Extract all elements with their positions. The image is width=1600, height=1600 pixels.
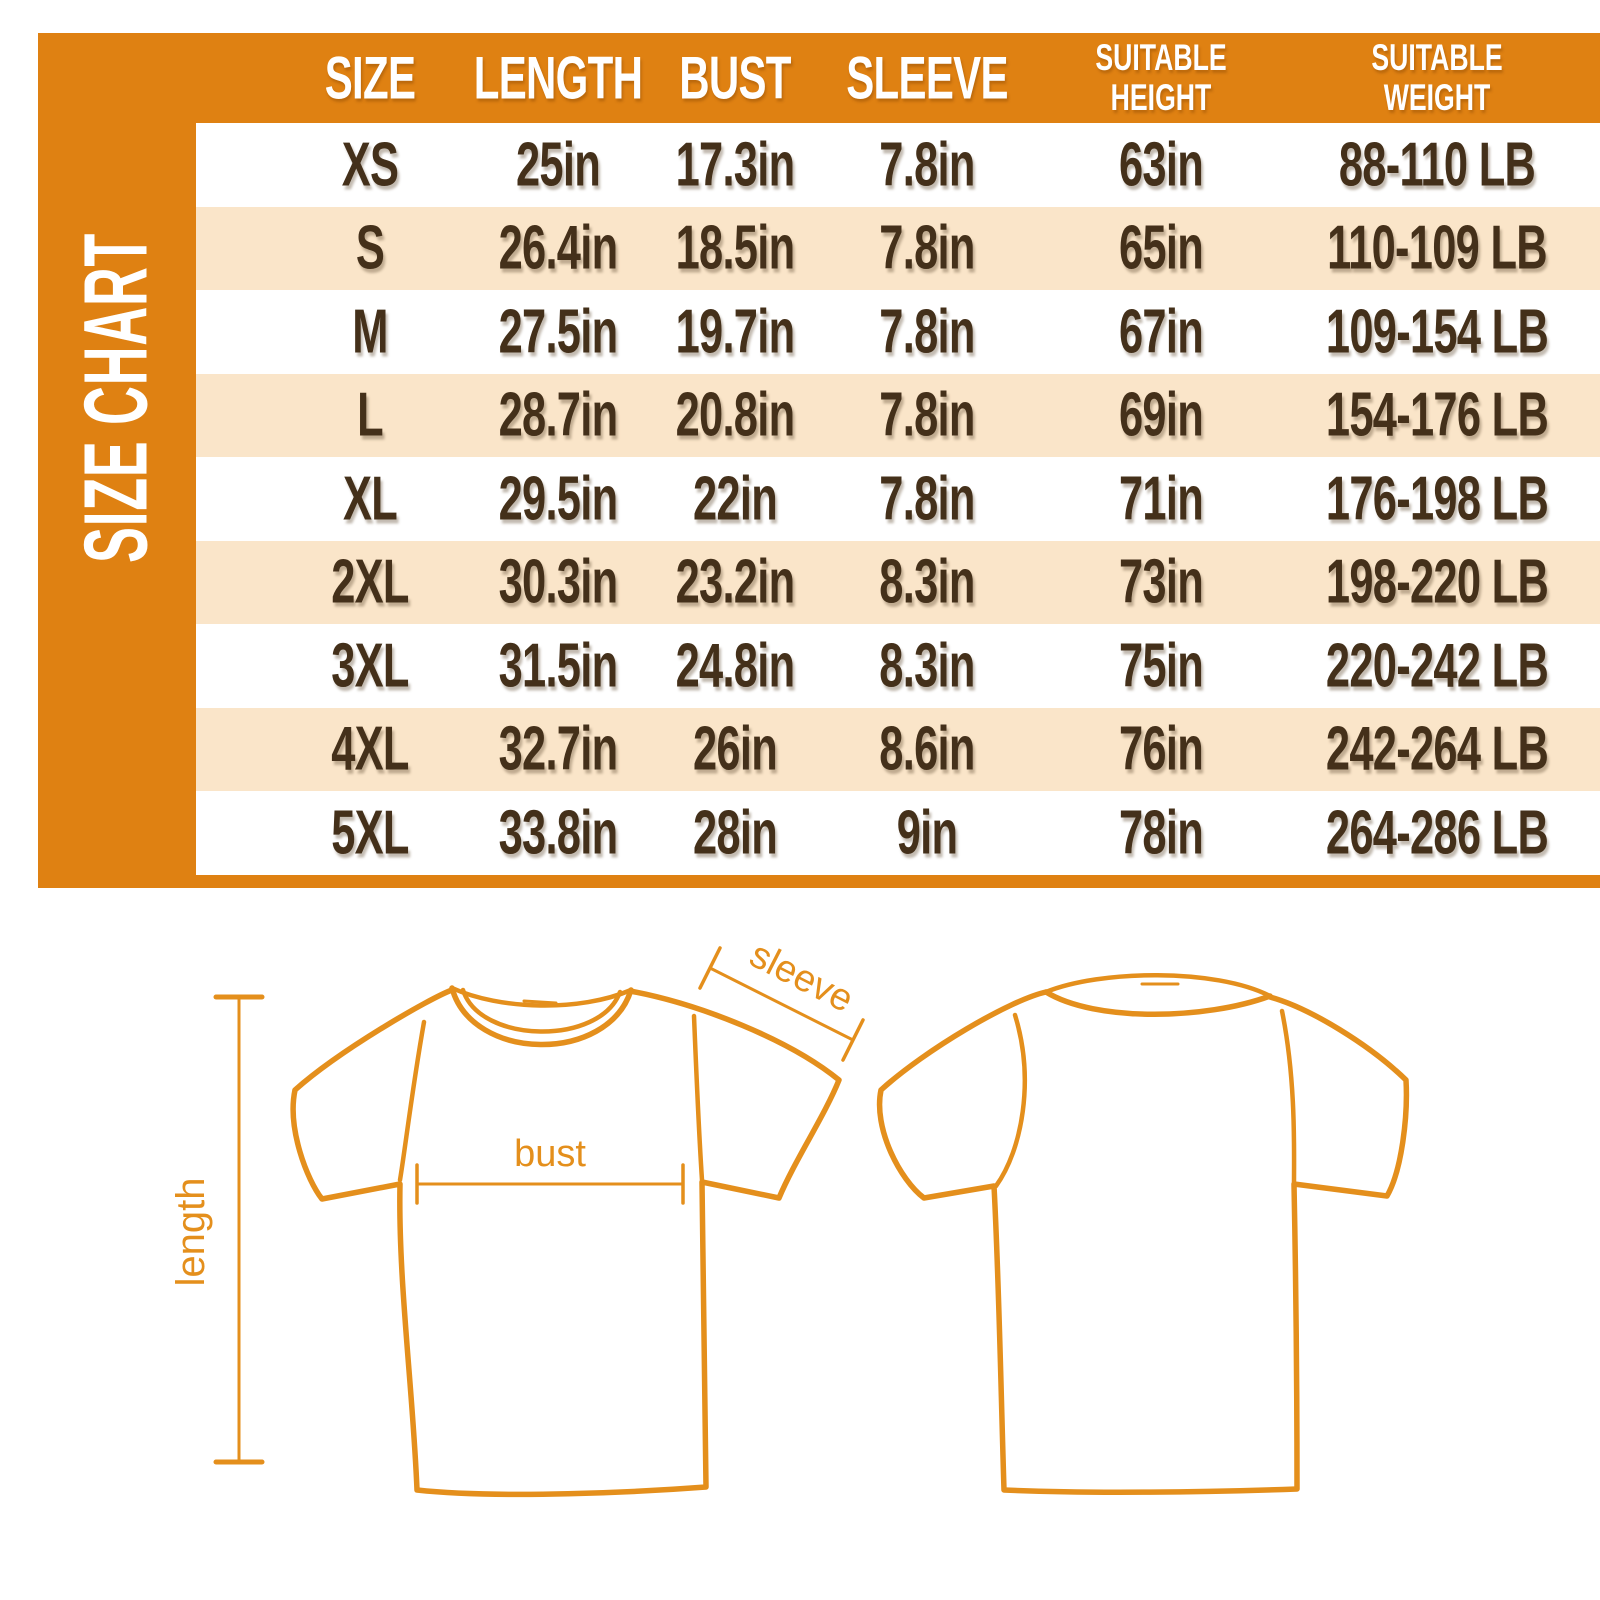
cell-sleeve: 9in (897, 798, 958, 868)
sleeve-measure (698, 946, 865, 1062)
front-collar-outer (449, 985, 634, 1048)
cell-length: 28.7in (498, 380, 619, 450)
front-armhole-seam-right (691, 1013, 705, 1183)
table-header-row: SIZE LENGTH BUST SLEEVE SUITABLE HEIGHT … (196, 33, 1600, 123)
cell-weight: 264-286 LB (1326, 798, 1549, 868)
table-row: 4XL 32.7in 26in 8.6in 76in 242-264 LB (196, 707, 1600, 791)
column-header-suitable-height: SUITABLE HEIGHT (1094, 37, 1227, 118)
cell-height: 75in (1118, 631, 1204, 701)
sleeve-label: sleeve (743, 934, 860, 1021)
column-header-sleeve: SLEEVE (846, 44, 1009, 112)
cell-bust: 17.3in (675, 130, 796, 200)
sleeve-tick-start (698, 946, 722, 990)
cell-sleeve: 7.8in (879, 130, 976, 200)
table-row: XL 29.5in 22in 7.8in 71in 176-198 LB (196, 457, 1600, 541)
table-row: S 26.4in 18.5in 7.8in 65in 110-109 LB (196, 206, 1600, 290)
bust-measure (415, 1163, 685, 1205)
cell-size: 5XL (331, 798, 409, 868)
cell-bust: 26in (693, 714, 778, 784)
front-collar-back-neck (449, 985, 634, 1008)
cell-sleeve: 8.6in (879, 714, 976, 784)
bust-label: bust (514, 1133, 586, 1175)
cell-height: 69in (1118, 380, 1204, 450)
length-measure (213, 994, 265, 1465)
column-header-size: SIZE (324, 44, 416, 112)
cell-bust: 23.2in (675, 547, 796, 617)
cell-weight: 109-154 LB (1326, 297, 1549, 367)
side-title-bar: SIZE CHART (38, 123, 196, 875)
table-row: 2XL 30.3in 23.2in 8.3in 73in 198-220 LB (196, 540, 1600, 624)
cell-sleeve: 7.8in (879, 213, 976, 283)
cell-sleeve: 7.8in (879, 380, 976, 450)
front-collar-wrinkle (522, 999, 558, 1005)
front-shirt-outline (290, 987, 842, 1498)
front-armhole-seam-left (397, 1019, 427, 1183)
cell-height: 65in (1118, 213, 1204, 283)
cell-height: 76in (1118, 714, 1204, 784)
cell-size: XL (343, 464, 398, 534)
back-shirt-outline (876, 989, 1410, 1495)
cell-bust: 22in (693, 464, 778, 534)
cell-length: 29.5in (498, 464, 619, 534)
size-chart-table: SIZE LENGTH BUST SLEEVE SUITABLE HEIGHT … (38, 33, 1600, 888)
cell-sleeve: 8.3in (879, 631, 976, 701)
cell-length: 33.8in (498, 798, 619, 868)
cell-size: S (355, 213, 385, 283)
cell-length: 32.7in (498, 714, 619, 784)
back-shirt (876, 973, 1410, 1495)
table-row: XS 25in 17.3in 7.8in 63in 88-110 LB (196, 123, 1600, 207)
cell-height: 73in (1118, 547, 1204, 617)
column-header-bust: BUST (679, 44, 791, 112)
vertical-title: SIZE CHART (66, 233, 167, 563)
cell-weight: 198-220 LB (1326, 547, 1549, 617)
cell-size: XS (341, 130, 399, 200)
cell-bust: 19.7in (675, 297, 796, 367)
cell-size: M (352, 297, 388, 367)
back-collar-lower (1043, 989, 1273, 1017)
front-collar-inner (460, 987, 623, 1034)
table-row: 3XL 31.5in 24.8in 8.3in 75in 220-242 LB (196, 624, 1600, 708)
sleeve-line (708, 966, 855, 1042)
cell-sleeve: 8.3in (879, 547, 976, 617)
cell-height: 63in (1118, 130, 1204, 200)
table-row: L 28.7in 20.8in 7.8in 69in 154-176 LB (196, 373, 1600, 457)
column-header-length: LENGTH (473, 44, 643, 112)
front-shirt (290, 985, 842, 1498)
column-header-suitable-weight: SUITABLE WEIGHT (1371, 37, 1503, 118)
cell-size: 2XL (331, 547, 409, 617)
measurement-diagram: length bust sleeve (169, 934, 1410, 1498)
cell-weight: 110-109 LB (1327, 213, 1548, 283)
table-body: XS 25in 17.3in 7.8in 63in 88-110 LB S 26… (196, 123, 1600, 875)
cell-sleeve: 7.8in (879, 297, 976, 367)
cell-weight: 242-264 LB (1326, 714, 1549, 784)
cell-bust: 18.5in (675, 213, 796, 283)
length-label: length (169, 1178, 213, 1287)
cell-bust: 20.8in (675, 380, 796, 450)
cell-weight: 220-242 LB (1326, 631, 1549, 701)
cell-length: 31.5in (498, 631, 619, 701)
cell-length: 30.3in (498, 547, 619, 617)
cell-height: 78in (1118, 798, 1204, 868)
cell-bust: 28in (693, 798, 778, 868)
cell-sleeve: 7.8in (879, 464, 976, 534)
back-armhole-seam-right (1279, 1008, 1297, 1187)
cell-height: 67in (1118, 297, 1204, 367)
table-row: M 27.5in 19.7in 7.8in 67in 109-154 LB (196, 290, 1600, 374)
sleeve-tick-end (841, 1018, 865, 1062)
cell-weight: 88-110 LB (1338, 130, 1536, 200)
cell-length: 26.4in (498, 213, 619, 283)
cell-size: L (357, 380, 384, 450)
cell-weight: 176-198 LB (1326, 464, 1549, 534)
back-armhole-seam-left (993, 1012, 1027, 1189)
cell-length: 27.5in (498, 297, 619, 367)
cell-bust: 24.8in (675, 631, 796, 701)
back-collar-upper (1043, 973, 1273, 999)
table-row: 5XL 33.8in 28in 9in 78in 264-286 LB (196, 791, 1600, 875)
cell-height: 71in (1118, 464, 1204, 534)
cell-size: 4XL (331, 714, 409, 784)
cell-length: 25in (516, 130, 601, 200)
cell-weight: 154-176 LB (1326, 380, 1549, 450)
cell-size: 3XL (331, 631, 409, 701)
